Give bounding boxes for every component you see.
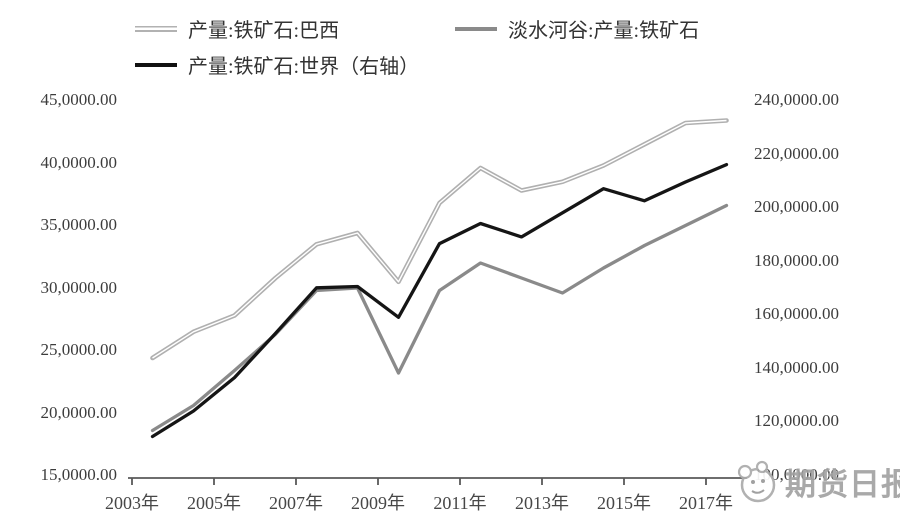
futures-daily-logo-icon [737, 460, 776, 503]
legend-label-brazil: 产量:铁矿石:巴西 [188, 20, 340, 42]
watermark-text: 期货日报 [785, 466, 900, 502]
line-swatch-vale-icon [455, 26, 497, 31]
line-swatch-brazil-icon [135, 25, 177, 32]
series-line-0-highlight [152, 119, 727, 359]
legend-label-vale: 淡水河谷:产量:铁矿石 [508, 20, 700, 42]
watermark: 期货日报 [731, 455, 900, 507]
legend-item-world: 产量:铁矿石:世界（右轴） [135, 50, 419, 79]
line-swatch-world-icon [135, 62, 177, 67]
series-line-1 [150, 203, 729, 433]
legend-label-world: 产量:铁矿石:世界（右轴） [188, 56, 420, 78]
legend-item-brazil: 产量:铁矿石:巴西 [135, 14, 339, 43]
x-axis [128, 477, 747, 485]
series-line-0 [150, 118, 729, 361]
legend-item-vale: 淡水河谷:产量:铁矿石 [455, 14, 699, 43]
series-line-2 [150, 162, 729, 439]
